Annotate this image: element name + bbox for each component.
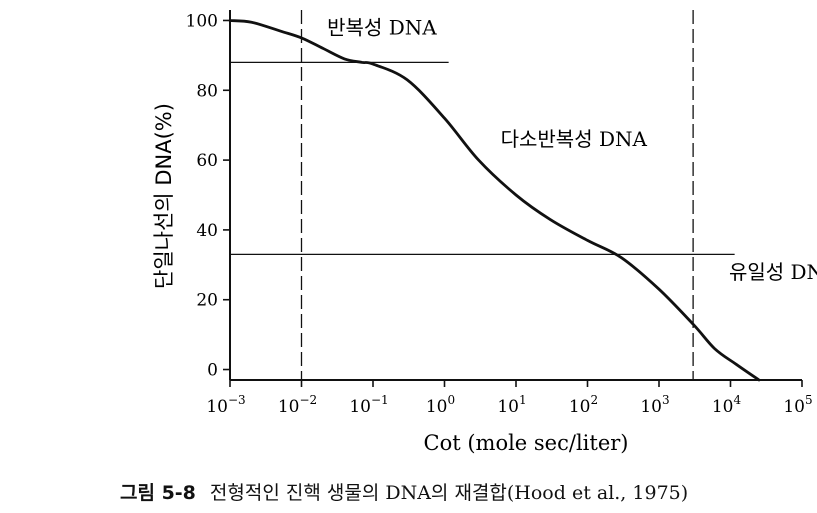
figure-number: 그림 5-8	[120, 482, 196, 504]
x-tick-label: 100	[426, 393, 455, 417]
figure-caption: 그림 5-8 전형적인 진핵 생물의 DNA의 재결합(Hood et al., …	[120, 478, 688, 505]
x-tick-label: 102	[569, 393, 598, 417]
chart-figure: 10−3 10−2 10−1 100 101 102 103 104 105 0 20 40 60 80…	[152, 10, 817, 455]
x-tick-label: 10−2	[278, 393, 317, 417]
caption-text: 전형적인 진핵 생물의 DNA의 재결합(Hood et al., 1975)	[209, 482, 689, 504]
y-tick-labels: 0 20 40 60 80 100	[186, 11, 230, 381]
x-tick-labels: 10−3 10−2 10−1 100 101 102 103 104 105	[206, 380, 813, 417]
annotation-label: 반복성 DNA	[327, 15, 437, 39]
y-tick-label: 40	[196, 221, 218, 241]
y-tick-label: 20	[196, 291, 218, 311]
x-tick-label: 105	[783, 393, 812, 417]
y-tick-label: 80	[196, 81, 218, 101]
x-tick-label: 104	[712, 393, 742, 417]
x-tick-label: 101	[497, 393, 526, 417]
annotation-label: 유일성 DNA	[729, 260, 817, 284]
reassociation-curve	[228, 19, 761, 382]
x-axis-label: Cot (mole sec/liter)	[424, 431, 629, 455]
x-tick-label: 10−1	[349, 393, 388, 417]
x-tick-label: 103	[640, 393, 669, 417]
x-tick-label: 10−3	[206, 393, 245, 417]
reference-lines	[230, 10, 735, 380]
y-tick-label: 0	[207, 361, 218, 381]
annotations: 반복성 DNA 다소반복성 DNA 유일성 DNA	[327, 15, 817, 283]
y-tick-label: 100	[186, 11, 218, 31]
y-tick-label: 60	[196, 151, 218, 171]
y-axis-label: 단일나선의 DNA(%)	[152, 103, 176, 289]
annotation-label: 다소반복성 DNA	[501, 127, 648, 151]
